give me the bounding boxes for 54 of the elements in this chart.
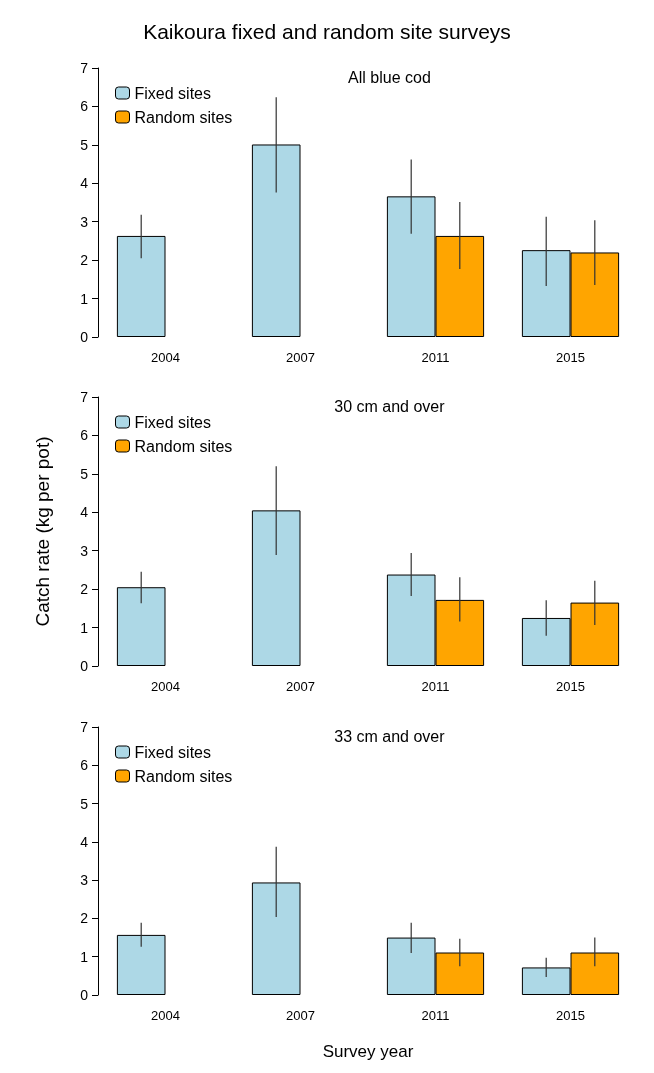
y-tick-label: 4 (80, 175, 89, 192)
legend-label: Fixed sites (134, 743, 211, 761)
y-tick-label: 3 (80, 542, 89, 559)
x-tick-label: 2007 (286, 1008, 315, 1023)
x-tick-label: 2007 (286, 679, 315, 694)
legend-label: Fixed sites (134, 84, 211, 102)
y-tick-label: 2 (80, 581, 89, 598)
y-tick-label: 0 (80, 329, 89, 345)
bar (116, 587, 166, 666)
x-tick-label: 2015 (556, 350, 585, 365)
y-tick-label: 3 (80, 213, 89, 230)
x-axis-title: Survey year (322, 1042, 414, 1061)
legend-label: Random sites (134, 437, 233, 455)
x-tick-label: 2015 (556, 1008, 585, 1023)
legend-label: Random sites (134, 767, 233, 785)
y-tick-label: 4 (80, 833, 89, 850)
bar (251, 144, 301, 337)
x-tick-label: 2011 (421, 350, 450, 365)
x-tick-label: 2004 (151, 679, 180, 694)
chart-subtitle: 33 cm and over (334, 727, 446, 745)
chart-subtitle: All blue cod (348, 68, 431, 86)
y-tick-label: 5 (80, 795, 89, 812)
chart-title: Kaikoura fixed and random site surveys (143, 20, 511, 43)
bar (251, 510, 301, 666)
x-tick-label: 2011 (421, 1008, 450, 1023)
y-tick-label: 1 (80, 290, 89, 307)
y-tick-label: 0 (80, 987, 89, 1003)
y-tick-label: 6 (80, 427, 89, 444)
y-tick-label: 6 (80, 757, 89, 774)
y-tick-label: 2 (80, 252, 89, 269)
y-tick-label: 2 (80, 910, 89, 927)
y-tick-label: 0 (80, 658, 89, 674)
y-tick-label: 1 (80, 619, 89, 636)
x-tick-label: 2015 (556, 679, 585, 694)
y-tick-label: 3 (80, 872, 89, 889)
bar (116, 934, 166, 995)
chart-subtitle: 30 cm and over (334, 397, 446, 415)
x-tick-label: 2007 (286, 350, 315, 365)
y-tick-label: 1 (80, 948, 89, 965)
y-tick-label: 5 (80, 465, 89, 482)
y-tick-label: 4 (80, 504, 89, 521)
y-tick-label: 7 (80, 389, 89, 405)
legend-label: Random sites (134, 108, 233, 126)
y-axis-title: Catch rate (kg per pot) (32, 436, 53, 627)
x-tick-label: 2004 (151, 350, 180, 365)
bar (251, 882, 301, 995)
y-tick-label: 7 (80, 719, 89, 735)
x-tick-label: 2004 (151, 1008, 180, 1023)
bar (116, 235, 166, 337)
x-tick-label: 2011 (421, 679, 450, 694)
y-tick-label: 5 (80, 136, 89, 153)
y-tick-label: 6 (80, 98, 89, 115)
y-tick-label: 7 (80, 60, 89, 76)
legend-label: Fixed sites (134, 413, 211, 431)
